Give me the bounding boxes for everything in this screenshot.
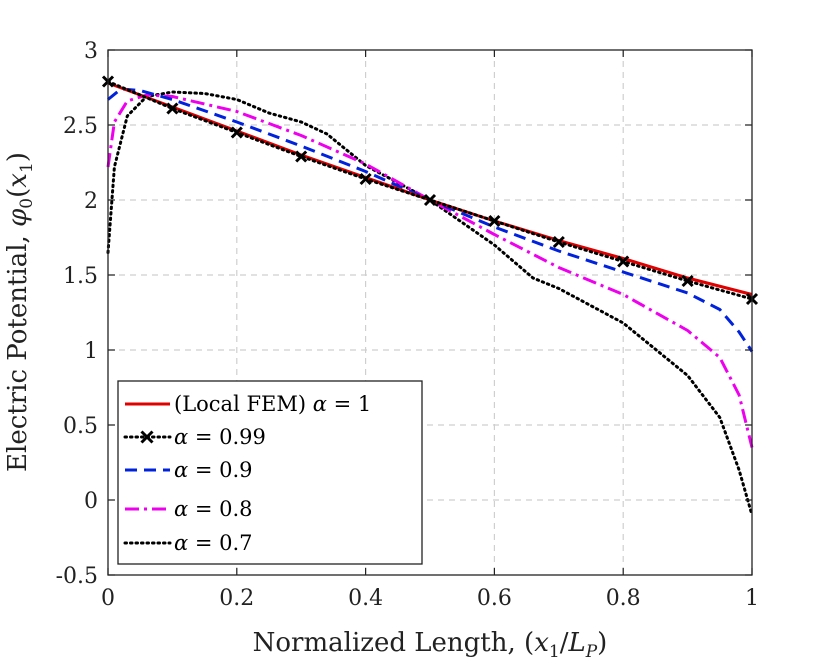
y-tick-label: 1.5 — [63, 264, 98, 289]
series-group — [101, 75, 759, 517]
legend-label-alpha-0.9: α = 0.9 — [174, 458, 253, 482]
series-line-0 — [107, 81, 753, 296]
x-tick-label: 0.2 — [219, 586, 254, 611]
series-marker-x — [681, 274, 694, 288]
y-axis-label: Electric Potential, φ0(x1) — [3, 152, 37, 472]
y-tick-label: 3 — [84, 39, 98, 64]
y-tick-label: 2 — [84, 189, 98, 214]
legend-box — [117, 380, 423, 565]
x-tick-label: 0.8 — [606, 586, 641, 611]
ticks: 0 0.2 0.4 0.6 0.8 1-0.500.511.522.53 — [56, 39, 759, 611]
legend: (Local FEM) α = 1 α = 0.99 α = 0.9 α = 0… — [117, 380, 423, 565]
series-marker-x — [230, 126, 243, 139]
x-tick-label: 0.6 — [477, 586, 512, 611]
y-tick-label: 1 — [84, 339, 98, 364]
series-marker-x — [488, 214, 501, 228]
series-marker-x — [166, 102, 179, 115]
legend-label-alpha-0.7: α = 0.7 — [174, 531, 253, 555]
series-marker-x — [552, 235, 565, 249]
series-marker-x — [617, 255, 630, 268]
legend-marker-alpha-0.99 — [140, 430, 154, 444]
y-tick-label: 0 — [84, 489, 98, 514]
legend-label-local-fem: (Local FEM) α = 1 — [174, 392, 371, 416]
legend-label-alpha-0.8: α = 0.8 — [174, 497, 253, 521]
series-marker-x — [423, 193, 437, 207]
plot-frame — [107, 49, 753, 576]
series-marker-x — [295, 150, 308, 163]
y-tick-label: -0.5 — [56, 564, 98, 589]
series-line-2 — [107, 87, 754, 353]
series-marker-x — [359, 172, 372, 186]
series-line-3 — [106, 93, 754, 448]
x-tick-label: 0.4 — [348, 586, 383, 611]
x-axis-label: Normalized Length, (x1/LP) — [253, 628, 608, 662]
series-line-1 — [106, 80, 754, 301]
x-tick-label: 0 — [101, 586, 115, 611]
x-tick-label: 1 — [745, 586, 759, 611]
legend-label-alpha-0.99: α = 0.99 — [174, 425, 266, 449]
y-tick-label: 0.5 — [63, 414, 98, 439]
y-tick-label: 2.5 — [63, 114, 98, 139]
